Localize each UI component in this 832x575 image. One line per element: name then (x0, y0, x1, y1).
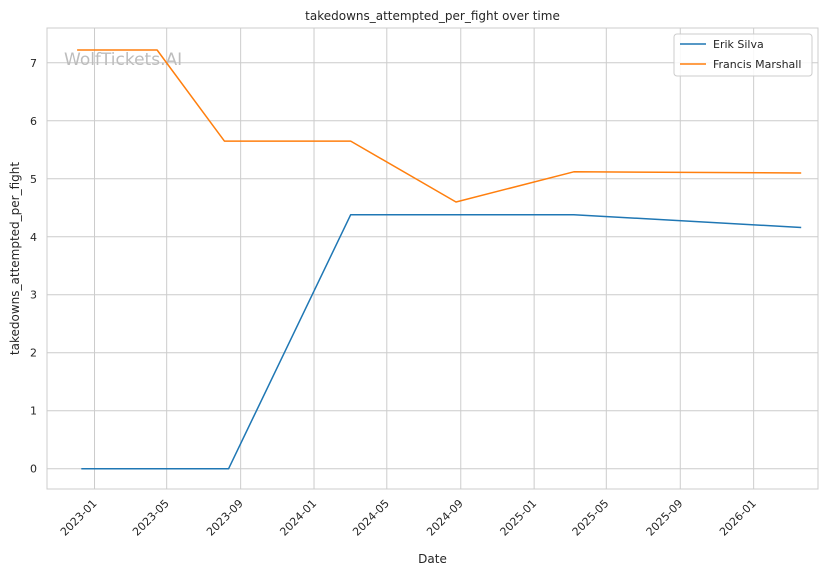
y-tick-label: 0 (30, 463, 37, 476)
watermark: WolfTickets.AI (64, 50, 182, 70)
series-line-1 (77, 49, 802, 203)
chart-title: takedowns_attempted_per_fight over time (305, 9, 560, 23)
y-axis-title: takedowns_attempted_per_fight (8, 162, 22, 355)
y-tick-label: 4 (30, 231, 37, 244)
y-tick-label: 7 (30, 57, 37, 70)
y-tick-label: 1 (30, 405, 37, 418)
y-tick-label: 3 (30, 289, 37, 302)
plot-frame (46, 27, 819, 490)
y-tick-labels: 0 1 2 3 4 5 6 7 (30, 57, 37, 476)
legend-label: Erik Silva (713, 38, 764, 51)
y-tick-label: 2 (30, 347, 37, 360)
y-tick-label: 6 (30, 115, 37, 128)
series-line-0 (81, 213, 802, 470)
legend: Erik Silva Francis Marshall (673, 33, 813, 77)
legend-box (673, 33, 813, 77)
y-tick-label: 5 (30, 173, 37, 186)
series-layer (77, 49, 802, 470)
grid-lines (47, 28, 818, 489)
legend-label: Francis Marshall (713, 58, 801, 71)
x-axis-title: Date (418, 552, 447, 566)
